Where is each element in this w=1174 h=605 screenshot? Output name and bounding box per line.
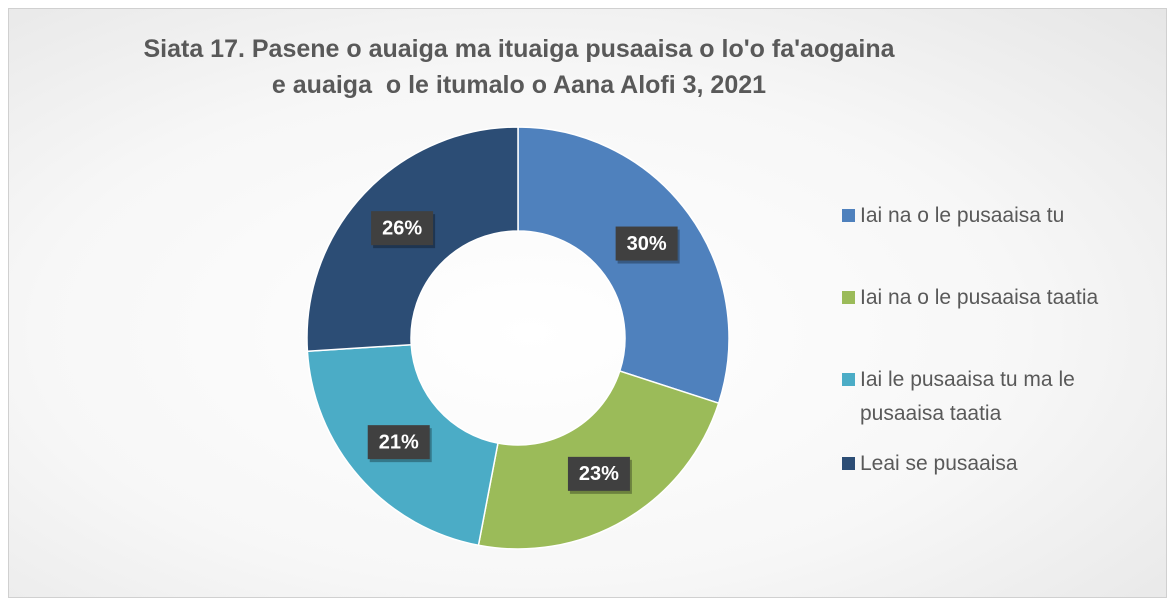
legend-label: Leai se pusaaisa (860, 452, 1018, 475)
chart-area: 30% 23% 21% 26% Siata 17. Pasene o auaiga m… (8, 8, 1167, 598)
legend-label: Iai le pusaaisa tu ma le pusaaisa taatia (860, 368, 1075, 425)
chart: 30% 23% 21% 26% (306, 126, 730, 550)
legend-item: Iai le pusaaisa tu ma le pusaaisa taatia (842, 363, 1152, 431)
data-label: 23% (579, 463, 619, 485)
legend-label: Iai na o le pusaaisa taatia (860, 286, 1099, 309)
data-label: 30% (627, 233, 667, 255)
donut-segment (517, 126, 730, 405)
label-box (371, 211, 434, 246)
label-box (615, 226, 678, 261)
label-box (567, 456, 630, 491)
legend-label: Iai na o le pusaaisa tu (860, 204, 1065, 227)
legend: Iai na o le pusaaisa tu Iai na o le pusaa… (842, 199, 1152, 481)
chart-title: Siata 17. Pasene o auaiga ma ituaiga pus… (143, 35, 902, 99)
label-box (367, 425, 430, 460)
legend-swatch (842, 291, 855, 304)
data-label: 21% (379, 431, 419, 453)
data-label: 26% (382, 217, 422, 239)
legend-item: Leai se pusaaisa (842, 447, 1152, 481)
legend-item: Iai na o le pusaaisa taatia (842, 281, 1152, 315)
legend-swatch (842, 373, 855, 386)
legend-swatch (842, 457, 855, 470)
legend-item: Iai na o le pusaaisa tu (842, 199, 1152, 233)
legend-swatch (842, 209, 855, 222)
